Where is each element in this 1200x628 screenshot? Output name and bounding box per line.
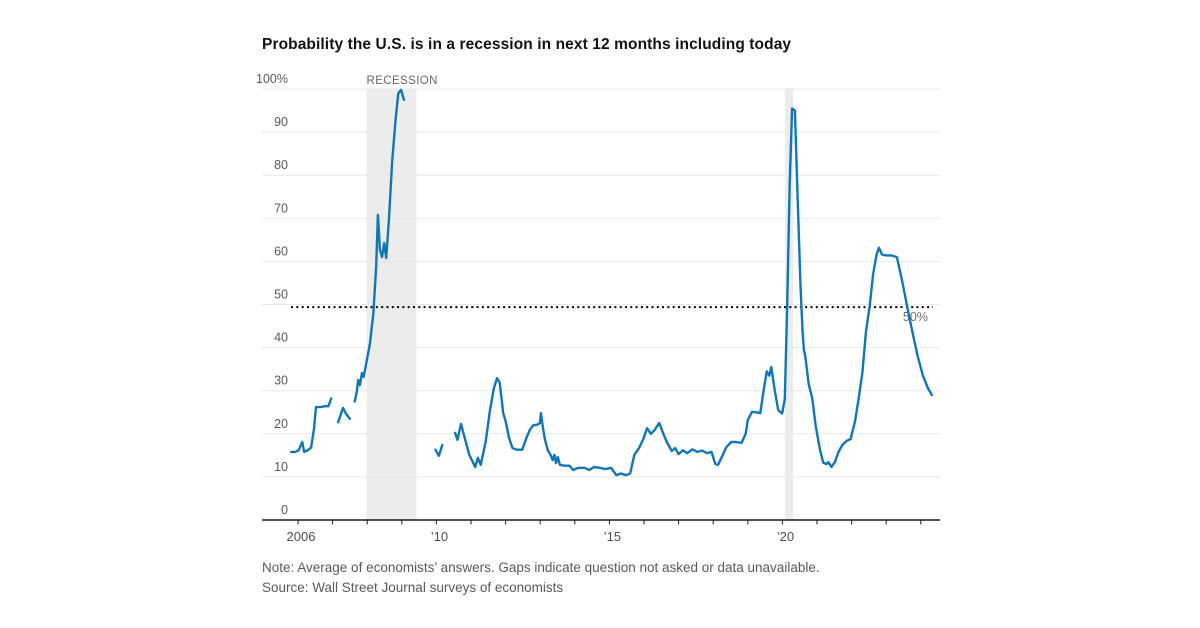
y-tick-label: 30 xyxy=(274,374,288,388)
threshold-label: 50% xyxy=(903,310,928,324)
x-tick-label: ’20 xyxy=(777,529,794,544)
series-line xyxy=(289,88,934,477)
source-text: Source: Wall Street Journal surveys of e… xyxy=(262,580,564,595)
y-tick-label: 80 xyxy=(274,158,288,172)
note-text: Note: Average of economists’ answers. Ga… xyxy=(262,560,820,575)
y-tick-label: 60 xyxy=(274,244,288,258)
y-tick-label: 0 xyxy=(281,503,288,517)
y-tick-label: 100% xyxy=(256,72,288,86)
y-tick-label: 40 xyxy=(274,331,288,345)
y-tick-label: 50 xyxy=(274,288,288,302)
y-tick-label: 10 xyxy=(274,460,288,474)
y-tick-label: 90 xyxy=(274,115,288,129)
y-tick-label: 20 xyxy=(274,417,288,431)
x-tick-label: ’15 xyxy=(604,529,621,544)
footnote-block: Note: Average of economists’ answers. Ga… xyxy=(262,558,1022,598)
x-tick-label: 2006 xyxy=(287,529,316,544)
recession-band-label: RECESSION xyxy=(367,75,438,87)
x-tick-label: ’10 xyxy=(431,529,448,544)
chart-title: Probability the U.S. is in a recession i… xyxy=(262,36,792,53)
y-tick-label: 70 xyxy=(274,201,288,215)
